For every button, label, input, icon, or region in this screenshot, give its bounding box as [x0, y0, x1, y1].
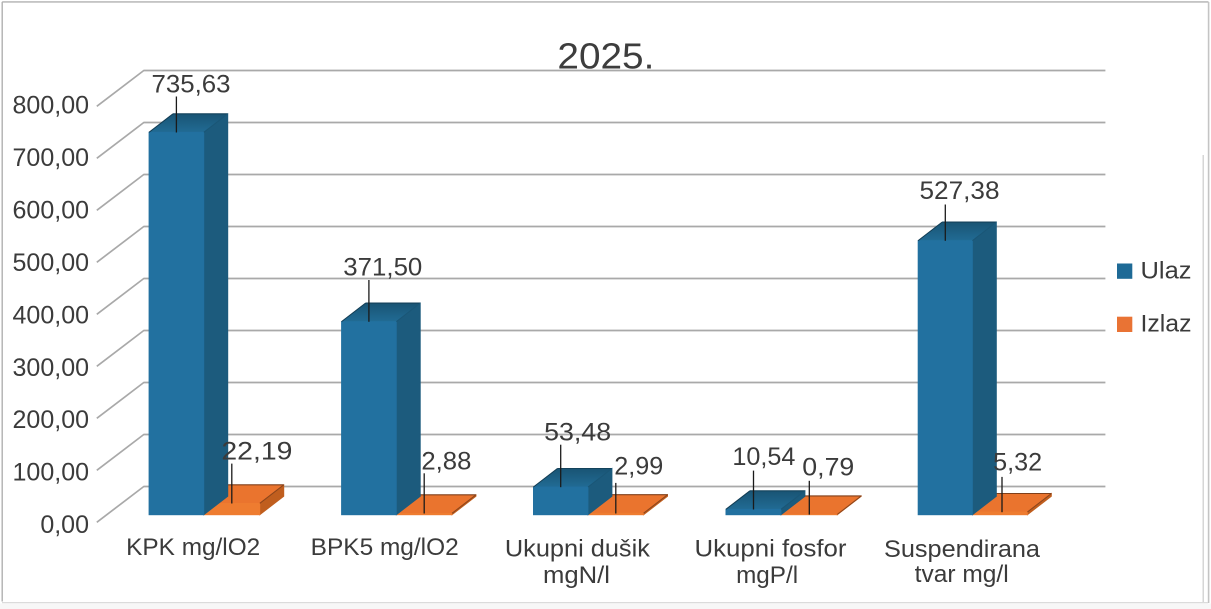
svg-text:22,19: 22,19 — [221, 438, 292, 466]
svg-text:5,32: 5,32 — [993, 448, 1042, 476]
svg-text:300,00: 300,00 — [13, 354, 89, 382]
svg-text:100,00: 100,00 — [13, 459, 89, 487]
svg-text:Suspendirana: Suspendirana — [884, 536, 1041, 563]
svg-text:400,00: 400,00 — [13, 301, 89, 329]
svg-text:500,00: 500,00 — [13, 249, 89, 277]
svg-text:mgP/l: mgP/l — [736, 562, 798, 589]
svg-text:mgN/l: mgN/l — [543, 562, 610, 589]
svg-text:0,00: 0,00 — [40, 511, 89, 539]
svg-text:735,63: 735,63 — [152, 71, 231, 99]
svg-text:2,99: 2,99 — [614, 452, 663, 480]
svg-text:10,54: 10,54 — [732, 443, 795, 471]
svg-text:2025.: 2025. — [557, 36, 654, 77]
svg-text:Ulaz: Ulaz — [1141, 257, 1192, 284]
svg-text:Ukupni fosfor: Ukupni fosfor — [695, 535, 847, 562]
svg-text:0,79: 0,79 — [802, 453, 854, 481]
svg-text:527,38: 527,38 — [920, 177, 1000, 205]
svg-text:2,88: 2,88 — [421, 447, 471, 475]
svg-text:Ukupni dušik: Ukupni dušik — [505, 535, 651, 562]
svg-text:600,00: 600,00 — [13, 196, 89, 224]
svg-text:53,48: 53,48 — [544, 419, 611, 447]
svg-text:371,50: 371,50 — [343, 253, 422, 281]
svg-text:tvar mg/l: tvar mg/l — [915, 561, 1009, 588]
svg-text:Izlaz: Izlaz — [1141, 311, 1192, 338]
svg-text:KPK mg/lO2: KPK mg/lO2 — [126, 534, 260, 561]
svg-text:700,00: 700,00 — [13, 144, 89, 172]
svg-text:200,00: 200,00 — [13, 406, 89, 434]
svg-text:BPK5 mg/lO2: BPK5 mg/lO2 — [311, 534, 459, 561]
svg-text:800,00: 800,00 — [13, 92, 89, 120]
